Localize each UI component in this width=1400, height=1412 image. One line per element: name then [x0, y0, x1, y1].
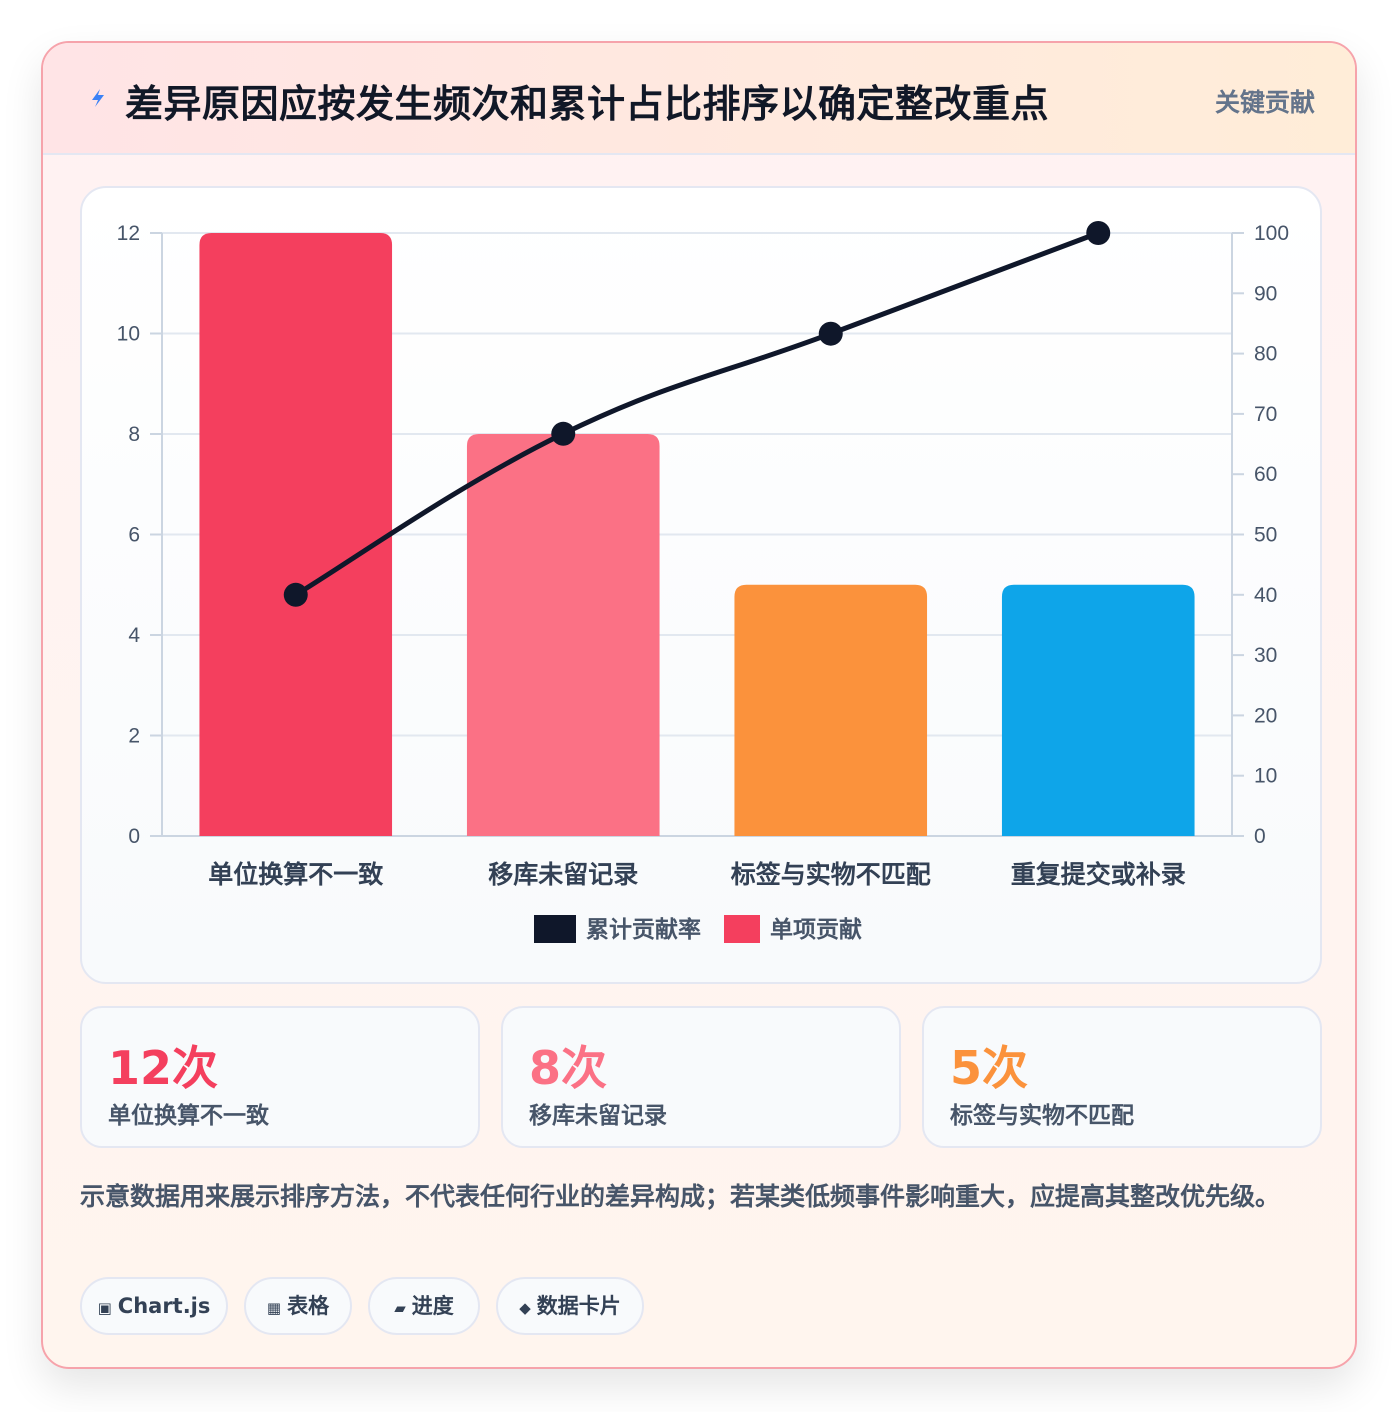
- stat-value: 5次: [950, 1041, 1029, 1095]
- y-right-tick-label: 30: [1254, 644, 1277, 667]
- cumulative-point: [283, 582, 308, 607]
- bar: [734, 584, 928, 836]
- chip-label: 进度: [411, 1294, 454, 1318]
- chip-label: 数据卡片: [536, 1294, 621, 1318]
- footnote: 示意数据用来展示排序方法，不代表任何行业的差异构成；若某类低频事件影响重大，应提…: [80, 1182, 1281, 1211]
- stat-value: 8次: [529, 1041, 608, 1095]
- cumulative-line: [294, 230, 1100, 597]
- legend-swatch: [724, 915, 760, 943]
- y-left-tick-label: 10: [117, 323, 140, 346]
- bar: [1001, 584, 1195, 836]
- progress-icon: ▰: [394, 1299, 406, 1317]
- chart-icon: ▣: [97, 1299, 112, 1317]
- y-right-tick-label: 50: [1254, 524, 1277, 547]
- bar: [199, 233, 393, 836]
- stat-label: 标签与实物不匹配: [950, 1103, 1134, 1129]
- page-title: 差异原因应按发生频次和累计占比排序以确定整改重点: [125, 82, 1050, 126]
- y-right-tick-label: 0: [1254, 825, 1266, 848]
- x-category-label: 单位换算不一致: [208, 860, 384, 889]
- data-card-icon: ◆: [519, 1299, 531, 1317]
- y-right-tick-label: 10: [1254, 765, 1277, 788]
- stat-value: 12次: [108, 1041, 219, 1095]
- stat-label: 单位换算不一致: [108, 1103, 269, 1129]
- cumulative-point: [1086, 221, 1111, 245]
- y-right-tick-label: 90: [1254, 282, 1277, 305]
- chip-data-card[interactable]: ◆ 数据卡片: [496, 1277, 644, 1335]
- y-left-tick-label: 6: [128, 524, 140, 547]
- y-left-tick-label: 0: [128, 825, 140, 848]
- stat-label: 移库未留记录: [529, 1103, 667, 1129]
- chip-table[interactable]: ▦ 表格: [244, 1277, 352, 1335]
- x-category-label: 标签与实物不匹配: [731, 860, 931, 889]
- cumulative-point: [551, 421, 576, 446]
- chip-label: Chart.js: [117, 1294, 211, 1318]
- stat-card: 8次 移库未留记录: [501, 1006, 901, 1148]
- card-header: 差异原因应按发生频次和累计占比排序以确定整改重点 关键贡献: [43, 43, 1355, 155]
- stat-card: 12次 单位换算不一致: [80, 1006, 480, 1148]
- y-right-tick-label: 100: [1254, 222, 1289, 245]
- y-right-tick-label: 40: [1254, 584, 1277, 607]
- chip-label: 表格: [287, 1294, 330, 1318]
- legend-label: 单项贡献: [770, 917, 862, 943]
- x-category-label: 重复提交或补录: [1011, 860, 1186, 889]
- y-left-tick-label: 12: [117, 222, 140, 245]
- y-right-tick-label: 70: [1254, 403, 1277, 426]
- y-left-tick-label: 2: [128, 725, 140, 748]
- y-right-tick-label: 80: [1254, 343, 1277, 366]
- stat-card: 5次 标签与实物不匹配: [922, 1006, 1322, 1148]
- x-category-label: 移库未留记录: [488, 860, 638, 889]
- legend-label: 累计贡献率: [586, 916, 701, 943]
- bar: [466, 434, 660, 836]
- table-icon: ▦: [266, 1299, 282, 1317]
- pareto-chart-panel: 0 2 4 6 8 10 12 0 10 20 30 40 50 60 70 80 90 100 单位换算不一致 移库…: [80, 186, 1322, 984]
- key-contribution-badge: 关键贡献: [1214, 88, 1315, 117]
- lightning-icon: [92, 89, 104, 107]
- chart-card: 差异原因应按发生频次和累计占比排序以确定整改重点 关键贡献 0 2 4 6 8 10 12 0…: [41, 41, 1357, 1369]
- chip-progress[interactable]: ▰ 进度: [368, 1277, 480, 1335]
- y-right-tick-label: 60: [1254, 463, 1277, 486]
- y-left-tick-label: 8: [128, 423, 140, 446]
- y-left-tick-label: 4: [128, 624, 140, 647]
- chip-chartjs[interactable]: ▣ Chart.js: [80, 1277, 228, 1335]
- pareto-chart: 0 2 4 6 8 10 12 0 10 20 30 40 50 60 70 80 90 100 单位换算不一致 移库…: [117, 221, 1289, 943]
- y-right-tick-label: 20: [1254, 704, 1277, 727]
- legend-swatch: [534, 915, 576, 943]
- cumulative-point: [818, 321, 843, 346]
